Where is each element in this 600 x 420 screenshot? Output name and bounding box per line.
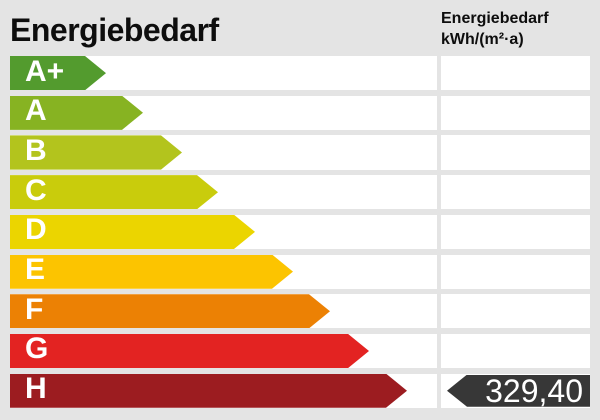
unit-header-unit: kWh/(m²·a) <box>441 31 524 48</box>
rating-letter: B <box>25 133 47 167</box>
scale-row-d: D <box>0 214 600 249</box>
scale-row-a: A <box>0 95 600 130</box>
rating-bar-g: G <box>10 334 369 368</box>
value-cell <box>441 294 590 329</box>
rating-bar-f: F <box>10 294 330 328</box>
rating-letter: F <box>25 292 44 326</box>
rating-letter: H <box>25 372 47 406</box>
energy-scale: A+ A B C D E F G H 329,40 <box>0 56 600 410</box>
value-cell: 329,40 <box>441 372 590 409</box>
value-cell <box>441 135 590 170</box>
unit-header-title: Energiebedarf <box>441 10 549 27</box>
scale-row-g: G <box>0 333 600 369</box>
value-cell <box>441 56 590 91</box>
rating-bar-c: C <box>10 175 218 209</box>
rating-bar-aplus: A+ <box>10 56 106 90</box>
value-cell <box>441 95 590 130</box>
scale-row-h: H 329,40 <box>0 372 600 409</box>
rating-letter: E <box>25 253 46 287</box>
scale-row-c: C <box>0 175 600 210</box>
rating-letter: G <box>25 332 49 366</box>
rating-letter: A <box>25 94 47 128</box>
scale-row-e: E <box>0 254 600 289</box>
scale-row-f: F <box>0 294 600 329</box>
rating-bar-e: E <box>10 255 293 289</box>
rating-letter: A+ <box>25 54 65 88</box>
value-cell <box>441 333 590 369</box>
rating-bar-d: D <box>10 215 255 249</box>
value-cell <box>441 175 590 210</box>
value-cell <box>441 254 590 289</box>
scale-row-b: B <box>0 135 600 170</box>
rating-bar-h: H <box>10 374 407 408</box>
unit-header: Energiebedarf kWh/(m²·a) <box>441 8 549 50</box>
value-cell <box>441 214 590 249</box>
value-badge: 329,40 <box>447 372 590 409</box>
rating-letter: D <box>25 213 47 247</box>
page-title: Energiebedarf <box>10 12 219 48</box>
scale-row-aplus: A+ <box>0 56 600 91</box>
energy-value: 329,40 <box>485 372 583 409</box>
rating-bar-a: A <box>10 96 143 130</box>
rating-bar-b: B <box>10 135 182 169</box>
rating-letter: C <box>25 173 47 207</box>
